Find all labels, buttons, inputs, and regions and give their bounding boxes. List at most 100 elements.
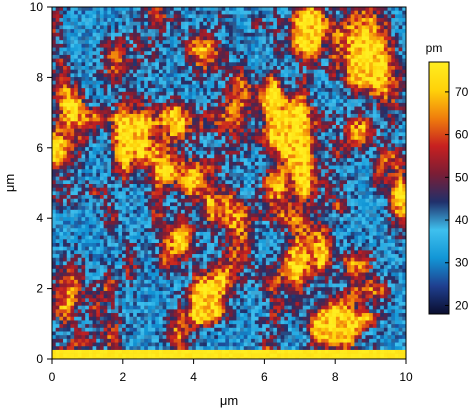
heatmap-cell	[140, 21, 145, 26]
heatmap-cell	[192, 7, 197, 11]
heatmap-cell	[398, 62, 403, 67]
heatmap-cell	[114, 102, 119, 107]
heatmap-cell	[111, 110, 115, 115]
heatmap-cell	[74, 128, 79, 133]
heatmap-cell	[221, 62, 226, 67]
heatmap-cell	[114, 84, 119, 89]
heatmap-cell	[133, 195, 138, 200]
heatmap-cell	[55, 187, 60, 192]
heatmap-cell	[339, 99, 344, 104]
heatmap-cell	[195, 36, 200, 41]
heatmap-cell	[192, 14, 197, 19]
heatmap-cell	[343, 191, 348, 196]
heatmap-cell	[306, 58, 311, 63]
heatmap-cell	[372, 161, 377, 166]
heatmap-cell	[144, 113, 149, 118]
heatmap-cell	[295, 117, 300, 122]
heatmap-cell	[66, 51, 71, 56]
heatmap-cell	[125, 172, 130, 177]
heatmap-cell	[55, 121, 60, 126]
heatmap-cell	[133, 154, 138, 159]
heatmap-cell	[380, 187, 385, 192]
heatmap-cell	[380, 99, 385, 104]
heatmap-cell	[387, 154, 392, 159]
heatmap-cell	[317, 102, 322, 107]
heatmap-cell	[254, 25, 259, 30]
heatmap-cell	[247, 150, 252, 155]
heatmap-cell	[111, 161, 115, 166]
heatmap-cell	[247, 29, 252, 34]
heatmap-cell	[63, 25, 68, 30]
heatmap-cell	[365, 84, 370, 89]
heatmap-cell	[103, 165, 108, 170]
heatmap-cell	[265, 184, 270, 188]
heatmap-cell	[166, 165, 171, 170]
heatmap-cell	[162, 169, 167, 174]
heatmap-cell	[103, 158, 108, 163]
heatmap-cell	[398, 132, 403, 137]
heatmap-cell	[52, 172, 56, 177]
heatmap-cell	[107, 58, 112, 63]
heatmap-cell	[70, 51, 75, 56]
heatmap-cell	[184, 84, 189, 89]
heatmap-cell	[166, 99, 171, 104]
heatmap-cell	[243, 102, 248, 107]
heatmap-cell	[324, 25, 329, 30]
heatmap-cell	[317, 25, 322, 30]
heatmap-cell	[144, 128, 149, 133]
heatmap-cell	[328, 150, 333, 155]
heatmap-cell	[155, 62, 160, 67]
heatmap-cell	[369, 158, 374, 163]
heatmap-cell	[63, 110, 68, 115]
heatmap-cell	[203, 102, 208, 107]
heatmap-cell	[232, 10, 237, 15]
heatmap-cell	[55, 106, 60, 111]
heatmap-cell	[391, 54, 396, 59]
heatmap-cell	[321, 106, 326, 111]
heatmap-cell	[365, 62, 370, 67]
heatmap-cell	[372, 187, 377, 192]
heatmap-cell	[99, 176, 104, 181]
heatmap-cell	[387, 132, 392, 137]
heatmap-cell	[288, 154, 292, 159]
heatmap-cell	[383, 88, 388, 93]
heatmap-cell	[92, 102, 97, 107]
heatmap-cell	[280, 51, 285, 56]
heatmap-cell	[251, 73, 256, 78]
heatmap-cell	[203, 69, 208, 74]
heatmap-cell	[107, 88, 112, 93]
heatmap-cell	[313, 95, 318, 100]
heatmap-cell	[328, 62, 333, 67]
heatmap-cell	[70, 165, 75, 170]
heatmap-cell	[214, 117, 219, 122]
heatmap-cell	[225, 176, 230, 181]
heatmap-cell	[155, 165, 160, 170]
heatmap-cell	[92, 91, 97, 96]
heatmap-cell	[55, 18, 60, 23]
heatmap-cell	[55, 143, 60, 148]
heatmap-cell	[81, 169, 86, 174]
heatmap-cell	[184, 40, 189, 45]
heatmap-cell	[107, 36, 112, 41]
heatmap-cell	[383, 29, 388, 34]
heatmap-cell	[350, 154, 355, 159]
heatmap-cell	[328, 84, 333, 89]
heatmap-cell	[254, 102, 259, 107]
heatmap-cell	[147, 176, 152, 181]
heatmap-cell	[247, 187, 252, 192]
heatmap-cell	[350, 110, 355, 115]
heatmap-cell	[225, 136, 230, 141]
heatmap-cell	[369, 161, 374, 166]
heatmap-cell	[310, 165, 315, 170]
heatmap-cell	[328, 195, 333, 200]
heatmap-cell	[251, 125, 256, 129]
heatmap-cell	[122, 54, 127, 59]
heatmap-cell	[192, 169, 197, 174]
heatmap-cell	[111, 18, 115, 23]
heatmap-cell	[347, 128, 351, 133]
heatmap-cell	[372, 191, 377, 196]
heatmap-cell	[369, 66, 374, 70]
heatmap-cell	[369, 73, 374, 78]
heatmap-cell	[232, 66, 237, 70]
heatmap-cell	[243, 43, 248, 48]
